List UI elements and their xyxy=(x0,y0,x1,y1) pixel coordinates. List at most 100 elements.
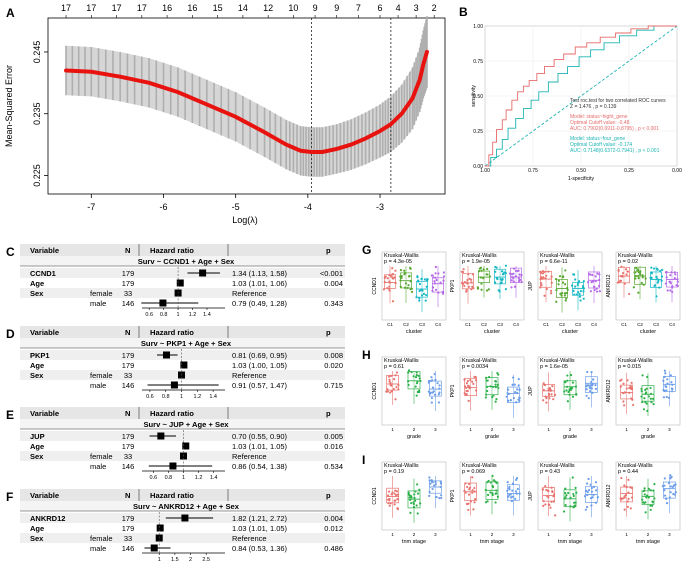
boxplot-point xyxy=(491,396,494,399)
boxplot-frame xyxy=(615,356,681,426)
boxplot-point xyxy=(482,268,485,271)
panel-a-top-tick-label: 12 xyxy=(263,3,273,13)
boxplot-point xyxy=(468,486,472,489)
boxplot-point xyxy=(388,285,391,288)
forest-row-hr-text: 1.82 (1.21, 2.72) xyxy=(232,514,288,523)
boxplot-point xyxy=(620,265,623,268)
panel-a-top-tick-label: 17 xyxy=(112,3,122,13)
boxplot-point xyxy=(416,512,419,515)
boxplot-point xyxy=(665,395,668,399)
boxplot-category-label: C1 xyxy=(465,322,471,327)
panel-a-y-ticks: 0.225 0.235 0.245 xyxy=(32,41,48,187)
boxplot-point xyxy=(506,392,509,395)
forest-row-hr-text: Reference xyxy=(232,289,267,298)
boxplot-point xyxy=(414,490,417,493)
boxplot-point xyxy=(637,291,640,294)
boxplot-point xyxy=(470,281,473,284)
boxplot-point xyxy=(543,294,546,297)
boxplot-point xyxy=(675,284,678,287)
boxplot-point xyxy=(558,275,562,278)
boxplot-point xyxy=(670,271,673,274)
boxplot-point xyxy=(563,292,567,295)
boxplot-category-label: C3 xyxy=(653,322,659,327)
boxplot-point xyxy=(567,491,570,495)
boxplot-point xyxy=(394,269,397,272)
boxplot-point xyxy=(430,376,433,379)
boxplot-point xyxy=(422,292,426,296)
forest-header-variable: Variable xyxy=(30,409,59,418)
forest-tick-label: 0.8 xyxy=(160,312,168,318)
boxplot-point xyxy=(403,273,406,276)
forest-header-variable: Variable xyxy=(30,491,59,500)
boxplot-gene-label: CCND1 xyxy=(372,382,378,399)
boxplot-point xyxy=(663,369,666,372)
boxplot-point xyxy=(593,288,596,292)
boxplot-point xyxy=(539,271,543,275)
boxplot-point xyxy=(663,375,666,379)
forest-header-n: N xyxy=(125,409,130,418)
boxplot-point xyxy=(388,274,391,277)
boxplot-point xyxy=(407,383,410,387)
boxplot-point xyxy=(413,496,416,499)
forest-row-level: male xyxy=(90,544,106,553)
boxplot-point xyxy=(517,378,520,381)
boxplot-point xyxy=(574,278,577,281)
boxplot-point xyxy=(629,507,632,510)
forest-point xyxy=(150,544,158,552)
boxplot-point xyxy=(486,493,490,497)
boxplot-gene-label: ANKRD12 xyxy=(606,484,612,507)
boxplot-point xyxy=(635,267,638,270)
boxplot-point xyxy=(640,281,643,285)
boxplot-point xyxy=(418,299,421,302)
boxplot-point xyxy=(586,491,589,494)
boxplot-point xyxy=(517,384,520,387)
forest-header-bg xyxy=(20,326,345,338)
boxplot-point xyxy=(539,277,542,281)
boxplot-point xyxy=(387,498,390,501)
boxplot-point xyxy=(473,375,476,379)
boxplot-point xyxy=(433,393,437,396)
forest-header-variable: Variable xyxy=(30,328,59,337)
boxplot-point xyxy=(463,392,466,395)
boxplot-point xyxy=(519,278,522,282)
forest-row-level: male xyxy=(90,381,106,390)
panel-b-ylabel: sensitivity xyxy=(471,85,477,107)
boxplot-point xyxy=(540,284,543,287)
boxplot-point xyxy=(653,284,657,287)
boxplot-point xyxy=(653,483,656,486)
boxplot-point xyxy=(623,484,626,487)
boxplot-point xyxy=(641,276,644,279)
boxplot-point xyxy=(587,477,590,481)
forest-point xyxy=(170,381,178,389)
forest-tick-label: 0.6 xyxy=(149,475,157,481)
boxplot-point xyxy=(564,269,567,272)
boxplot-point xyxy=(464,491,467,494)
boxplot-point xyxy=(434,480,437,484)
forest-tick-label: 1.4 xyxy=(210,475,218,481)
boxplot-point xyxy=(620,497,623,500)
boxplot-point xyxy=(564,299,567,302)
boxplot-point xyxy=(491,474,494,477)
boxplot-point xyxy=(632,286,635,289)
boxplot-point xyxy=(566,400,569,403)
boxplot-point xyxy=(413,493,416,496)
boxplot-point xyxy=(645,494,649,497)
forest-row-p: 0.016 xyxy=(324,442,343,451)
boxplot-point xyxy=(589,290,592,293)
boxplot-point xyxy=(671,285,674,288)
forest-header-n: N xyxy=(125,246,130,255)
boxplot-point xyxy=(649,489,652,492)
boxplot-gene-label: JUP xyxy=(528,386,534,396)
panel-a-mse-path xyxy=(64,49,429,155)
forest-row-bg xyxy=(20,268,345,278)
panel-letter-g: G xyxy=(362,243,371,257)
boxplot-point xyxy=(554,277,558,281)
boxplot-point xyxy=(465,386,468,390)
panel-a-ytick-label: 0.235 xyxy=(32,102,42,125)
boxplot-point xyxy=(486,500,489,503)
forest-row-hr-text: 0.70 (0.55, 0.90) xyxy=(232,432,288,441)
boxplot-point xyxy=(395,371,399,374)
boxplot-point xyxy=(630,381,633,384)
